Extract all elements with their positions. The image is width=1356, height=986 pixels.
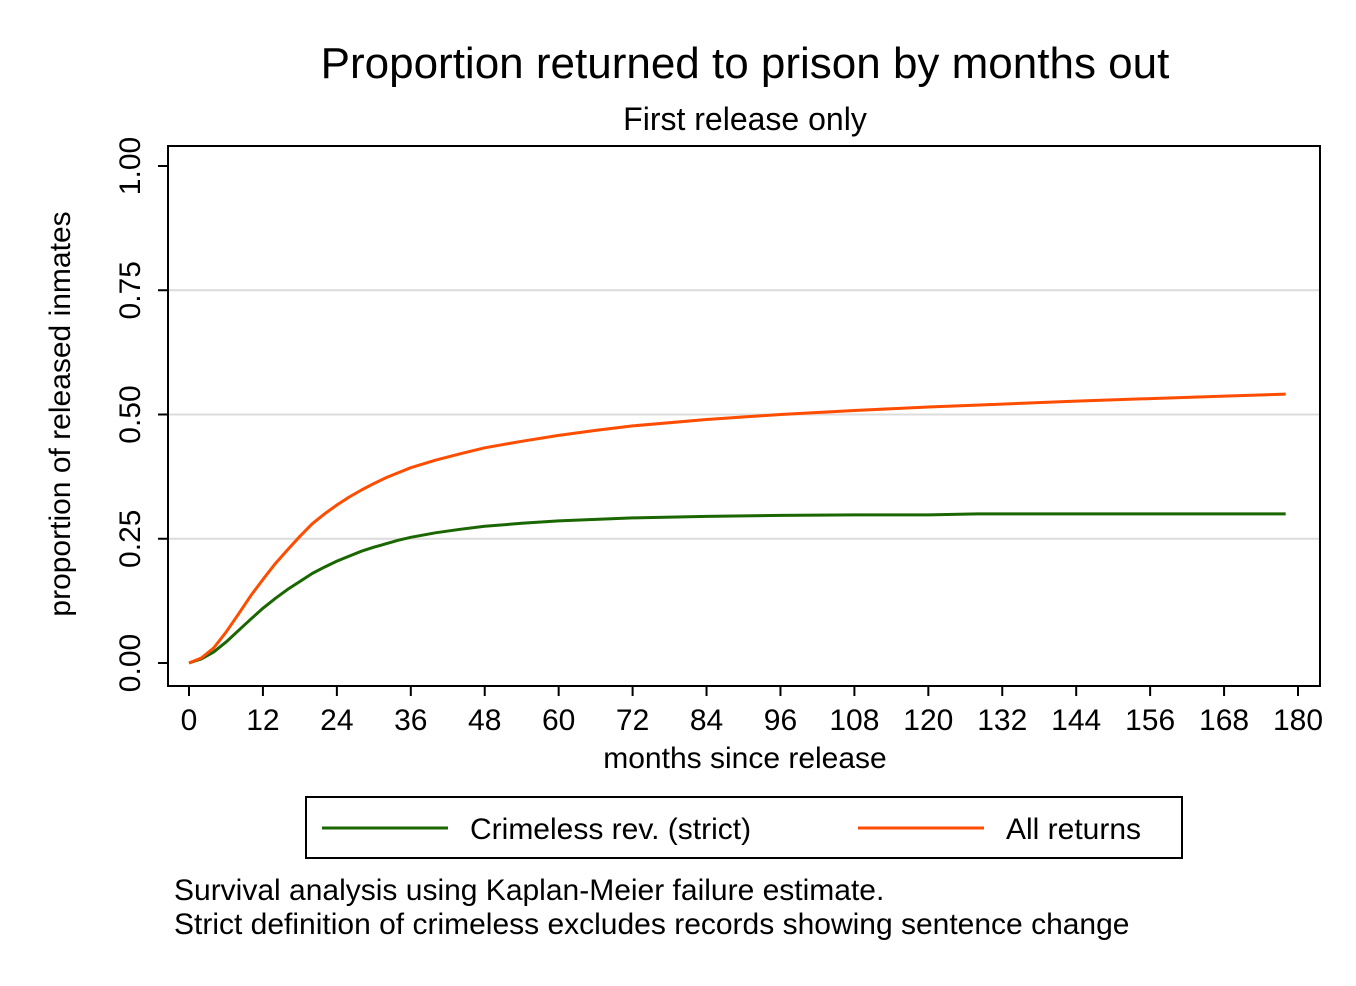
chart-subtitle: First release only [623,101,867,137]
x-tick-label-8: 96 [764,704,797,737]
x-tick-label-13: 156 [1125,704,1175,737]
y-axis: 0.00 0.25 0.50 0.75 1.00 [114,137,168,692]
series-line-crimeless-rev-strict [188,512,1286,665]
y-axis-label: proportion of released inmates [44,211,77,616]
x-tick-label-11: 132 [977,704,1027,737]
gridlines [169,289,1319,540]
chart-title: Proportion returned to prison by months … [321,39,1170,88]
x-tick-label-4: 48 [468,704,501,737]
y-tick-label-3: 0.75 [114,261,147,319]
legend-box [305,796,1183,859]
x-tick-label-3: 36 [394,704,427,737]
note-strict-definition: Strict definition of crimeless excludes … [174,908,1130,941]
chart-notes: Survival analysis using Kaplan-Meier fai… [174,874,1130,942]
x-axis-label: months since release [603,742,886,775]
x-tick-label-0: 0 [181,704,198,737]
x-tick-label-6: 72 [616,704,649,737]
x-tick-label-9: 108 [829,704,879,737]
x-tick-label-10: 120 [903,704,953,737]
x-tick-label-14: 168 [1199,704,1249,737]
x-axis: 0 12 24 36 48 60 72 84 96 108 120 132 144 156 168 180 [181,686,1323,737]
y-tick-label-2: 0.50 [114,385,147,443]
series-line-all-returns [188,392,1286,665]
legend: Crimeless rev. (strict) All returns [305,796,1183,859]
x-tick-label-1: 12 [246,704,279,737]
x-tick-label-7: 84 [690,704,723,737]
x-tick-label-5: 60 [542,704,575,737]
series-lines [188,392,1286,665]
y-tick-label-1: 0.25 [114,510,147,568]
x-tick-label-15: 180 [1273,704,1323,737]
y-tick-label-0: 0.00 [114,634,147,692]
x-tick-label-2: 24 [320,704,353,737]
legend-label-crimeless: Crimeless rev. (strict) [470,813,751,846]
y-tick-label-4: 1.00 [114,137,147,195]
x-tick-label-12: 144 [1051,704,1101,737]
legend-label-all-returns: All returns [1006,813,1141,846]
note-kaplan-meier: Survival analysis using Kaplan-Meier fai… [174,874,885,907]
